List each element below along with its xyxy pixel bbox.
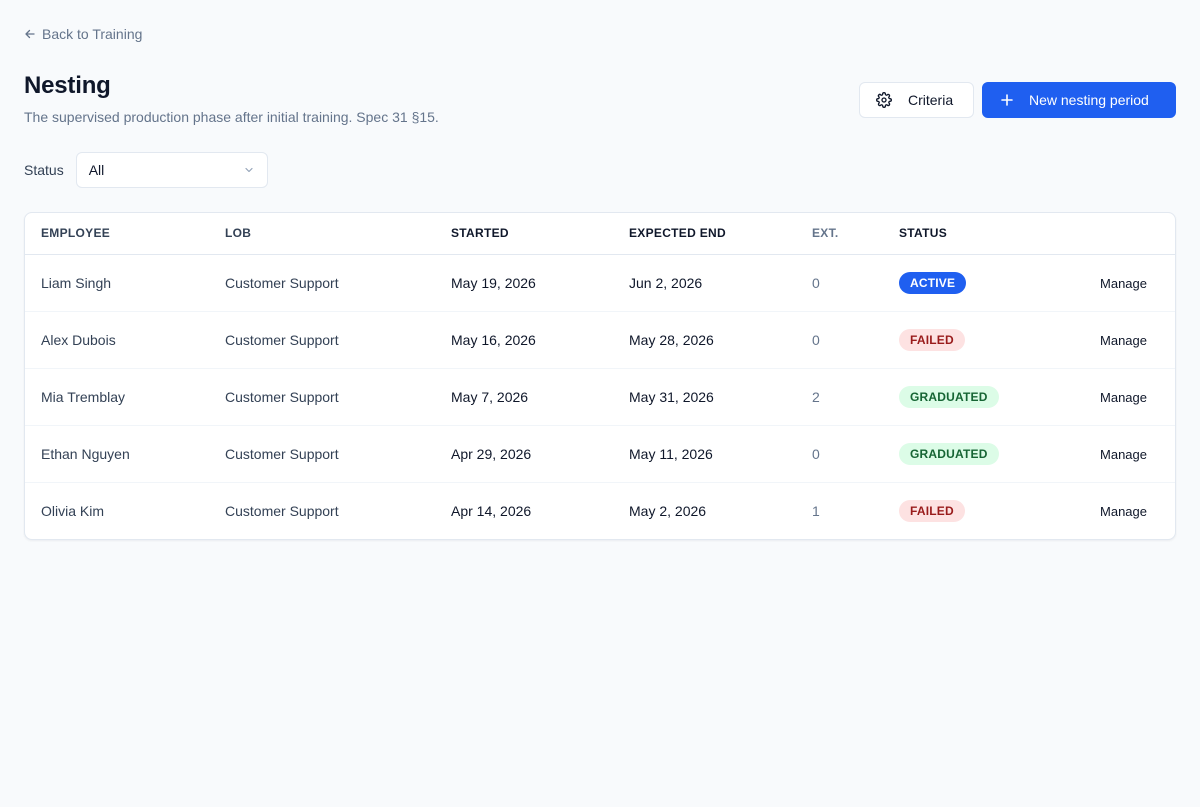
table-row: Olivia Kim Customer Support Apr 14, 2026… [25,482,1175,539]
column-header-started: STARTED [451,213,629,255]
expected-end-cell: May 11, 2026 [629,425,812,483]
nesting-table: EMPLOYEE LOB STARTED EXPECTED END EXT. S… [25,213,1175,539]
lob-cell: Customer Support [225,368,451,426]
status-badge: GRADUATED [899,385,999,408]
started-cell: May 19, 2026 [451,254,629,312]
lob-cell: Customer Support [225,311,451,369]
employee-cell: Ethan Nguyen [25,425,225,483]
expected-end-cell: May 2, 2026 [629,502,707,519]
plus-icon [1001,94,1013,106]
column-header-status: STATUS [899,213,1057,255]
column-header-actions [1056,213,1175,255]
criteria-button[interactable]: Criteria [859,82,974,118]
table-row: Liam Singh Customer Support May 19, 2026… [25,254,1175,312]
manage-button[interactable]: Manage [1100,503,1147,519]
status-select[interactable]: All [75,152,268,188]
status-filter: Status All [24,152,268,188]
manage-button[interactable]: Manage [1100,275,1147,291]
lob-cell: Customer Support [225,425,451,483]
chevron-down-icon [245,167,253,173]
new-nesting-period-button[interactable]: New nesting period [982,82,1176,118]
started-cell: May 7, 2026 [451,368,629,426]
manage-button[interactable]: Manage [1100,446,1147,462]
expected-end-cell: May 28, 2026 [629,311,812,369]
arrow-left-icon [25,29,35,39]
ext-cell: 0 [812,425,899,483]
status-badge: FAILED [899,499,965,522]
table-row: Alex Dubois Customer Support May 16, 202… [25,311,1175,369]
started-cell: Apr 14, 2026 [451,502,532,519]
status-filter-label: Status [24,162,64,178]
back-to-training-link[interactable]: Back to Training [24,26,142,42]
status-badge: ACTIVE [899,271,967,294]
status-badge: GRADUATED [899,442,999,465]
expected-end-cell: Jun 2, 2026 [629,254,812,312]
table-row: Ethan Nguyen Customer Support Apr 29, 20… [25,425,1175,483]
table-header-row: EMPLOYEE LOB STARTED EXPECTED END EXT. S… [25,213,1175,255]
started-cell: Apr 29, 2026 [451,425,629,483]
header-actions: Criteria New nesting period [859,82,1176,118]
employee-cell: Liam Singh [25,254,225,312]
ext-cell: 0 [812,311,899,369]
lob-cell: Customer Support [225,254,451,312]
started-cell: May 16, 2026 [451,311,629,369]
ext-cell: 2 [812,368,899,426]
employee-cell: Mia Tremblay [25,368,225,426]
column-header-expected-end: EXPECTED END [629,213,812,255]
page-subtitle: The supervised production phase after in… [24,109,439,125]
ext-cell: 1 [812,502,820,519]
column-header-lob: LOB [225,213,451,255]
manage-button[interactable]: Manage [1100,332,1147,348]
employee-cell: Alex Dubois [25,311,225,369]
page-title: Nesting [24,72,111,99]
employee-cell: Olivia Kim [41,502,105,519]
column-header-employee: EMPLOYEE [25,213,225,255]
expected-end-cell: May 31, 2026 [629,368,812,426]
table-row: Mia Tremblay Customer Support May 7, 202… [25,368,1175,426]
status-select-value: All [88,162,105,178]
back-link-label: Back to Training [42,26,143,42]
ext-cell: 0 [812,254,899,312]
status-badge: FAILED [899,328,965,351]
manage-button[interactable]: Manage [1100,389,1147,405]
lob-cell: Customer Support [225,502,339,519]
column-header-ext: EXT. [812,213,899,255]
nesting-table-card: EMPLOYEE LOB STARTED EXPECTED END EXT. S… [24,212,1176,540]
gear-icon [876,92,892,108]
new-nesting-period-label: New nesting period [1029,92,1149,108]
criteria-button-label: Criteria [908,92,954,108]
